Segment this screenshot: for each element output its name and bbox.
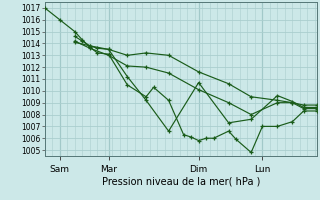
X-axis label: Pression niveau de la mer( hPa ): Pression niveau de la mer( hPa ): [102, 177, 260, 187]
